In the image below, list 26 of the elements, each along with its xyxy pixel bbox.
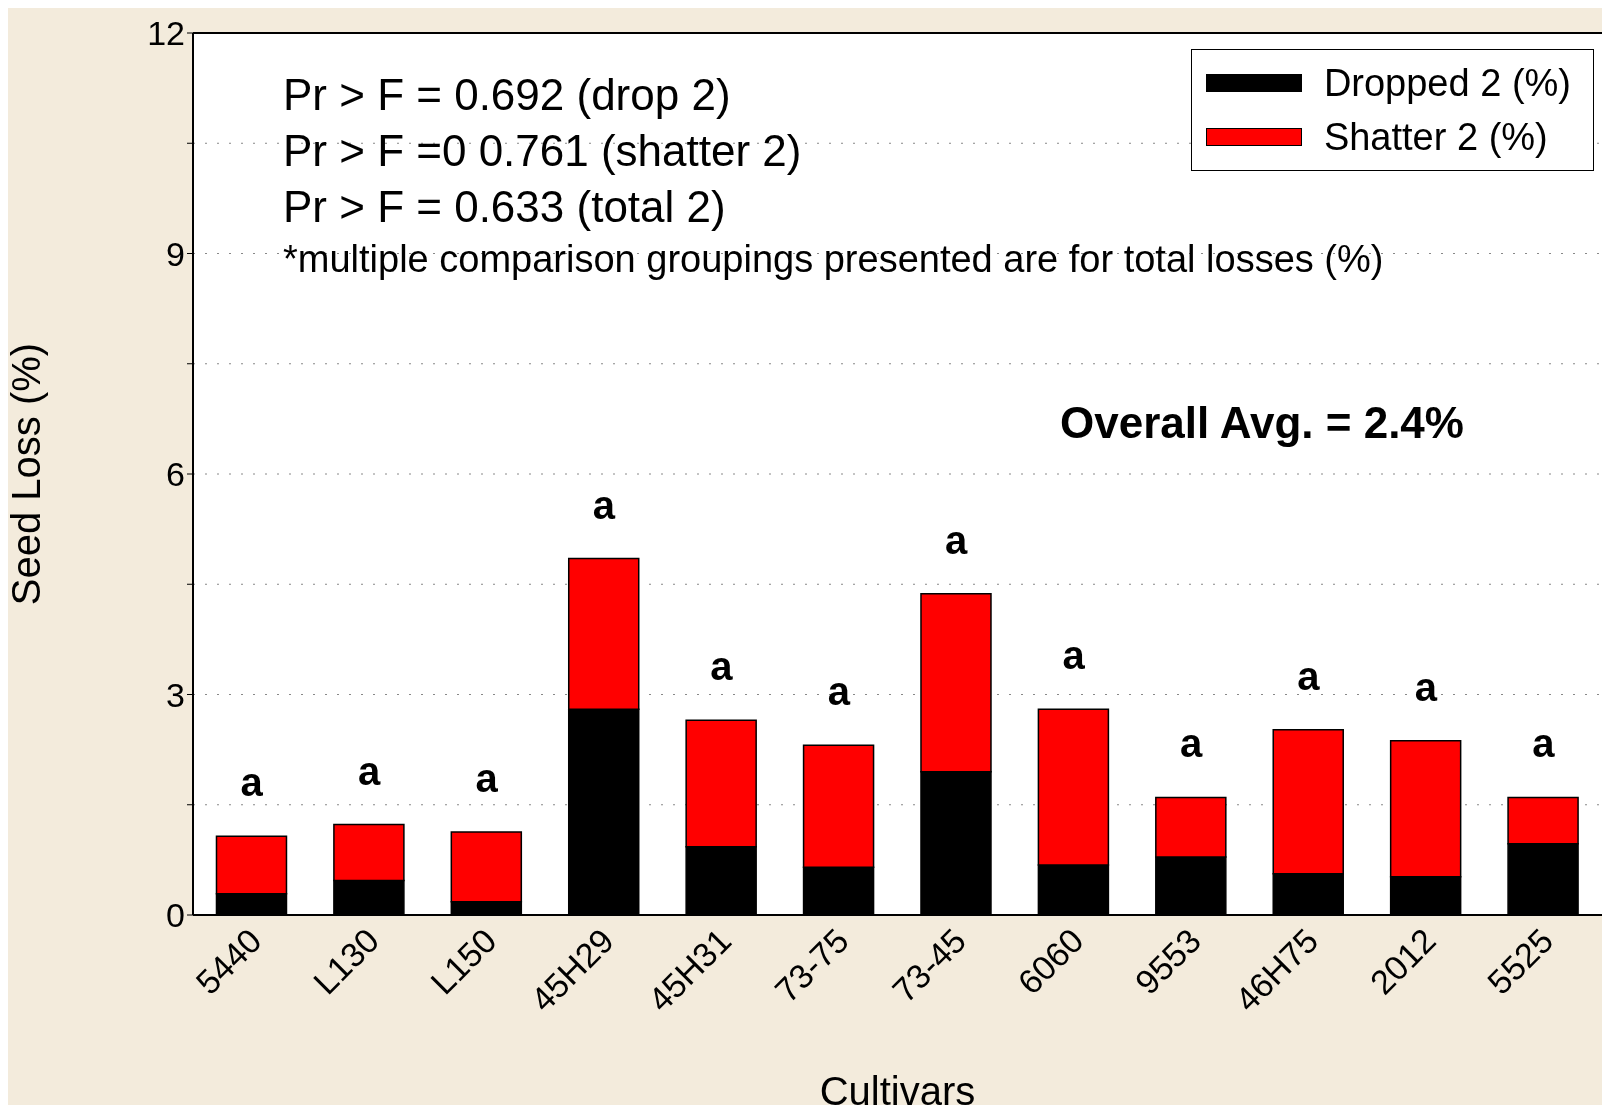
annotation: a <box>827 669 851 714</box>
y-tick-label: 0 <box>166 896 185 935</box>
annotation: Pr > F = 0.633 (total 2) <box>283 182 726 232</box>
annotation: Overall Avg. = 2.4% <box>1060 398 1464 448</box>
annotation: a <box>1179 721 1203 766</box>
legend-label: Shatter 2 (%) <box>1323 115 1548 160</box>
annotation: a <box>1297 653 1321 698</box>
x-axis-title: Cultivars <box>819 1069 976 1113</box>
legend-label: Dropped 2 (%) <box>1323 61 1571 106</box>
annotation: a <box>710 644 734 689</box>
annotation: a <box>358 748 381 793</box>
y-axis-title: Seed Loss (%) <box>4 342 49 606</box>
annotation: a <box>475 755 499 800</box>
annotation: a <box>945 517 969 562</box>
annotation: Pr > F = 0.692 (drop 2) <box>283 70 731 120</box>
y-tick-label: 6 <box>166 455 185 494</box>
y-tick-label: 3 <box>166 675 185 714</box>
annotation: *multiple comparison groupings presented are for total losses (%) <box>283 238 1384 281</box>
annotation: a <box>592 482 616 527</box>
annotation: Pr > F =0 0.761 (shatter 2) <box>283 126 802 176</box>
annotation: a <box>1414 664 1438 709</box>
annotation: a <box>240 760 264 805</box>
annotation: a <box>1062 633 1086 678</box>
annotation: a <box>1532 721 1556 766</box>
y-tick-label: 12 <box>147 14 185 53</box>
y-tick-label: 9 <box>166 234 185 273</box>
